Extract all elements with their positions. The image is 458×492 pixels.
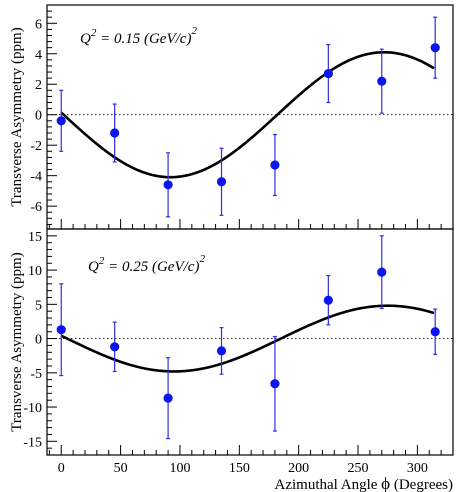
y-tick-label: 6 [35,17,42,32]
y-axis-label: Transverse Asymmetry (ppm) [9,27,25,206]
y-tick-label: -15 [23,435,42,450]
y-tick-label: 4 [35,48,42,63]
sine-fit-curve [60,50,435,179]
x-tick-label: 200 [288,461,309,476]
data-point [323,68,333,79]
data-point [430,43,440,53]
y-tick-label: 0 [35,333,42,348]
x-axis-label: Azimuthal Angle ϕ (Degrees) [275,474,454,492]
y-tick-label: 10 [28,264,42,279]
y-tick-label: -2 [30,139,42,154]
y-tick-label: 2 [35,78,42,93]
q-squared-annotation: Q2 = 0.15 (GeV/c)2 [80,25,197,47]
y-axis-label: Transverse Asymmetry (ppm) [9,252,25,431]
y-tick-label: -5 [30,367,42,382]
y-tick-label: 0 [35,109,42,124]
x-tick-label: 250 [348,461,369,476]
data-point [110,128,120,138]
data-point [270,160,280,170]
y-tick-label: -10 [23,401,42,416]
data-point [110,342,120,352]
x-tick-label: 0 [58,461,65,476]
data-point [163,180,173,190]
plot-frame [46,228,454,456]
y-tick-label: -6 [30,200,42,215]
panel-top: -6 -4 -2 0 2 4 6 Transverse Asymmetry (ppm) Q2 =… [9,4,454,230]
y-tick-label: 5 [35,298,42,313]
x-tick-label: 300 [407,461,428,476]
y-tick-label: 15 [28,230,42,245]
sine-fit-curve [60,304,435,373]
data-point [56,116,66,126]
data-point [56,325,66,335]
q-squared-annotation: Q2 = 0.25 (GeV/c)2 [88,253,205,275]
data-point [377,76,387,86]
x-tick-label: 150 [229,461,250,476]
data-point [430,327,440,337]
y-tick-label: -4 [30,170,42,185]
data-point [216,177,227,187]
data-point [216,346,227,356]
data-point [163,393,173,403]
data-point [377,267,387,277]
x-tick-label: 50 [114,461,128,476]
data-point [270,379,280,389]
x-tick-label: 100 [169,461,190,476]
data-point [323,295,333,305]
